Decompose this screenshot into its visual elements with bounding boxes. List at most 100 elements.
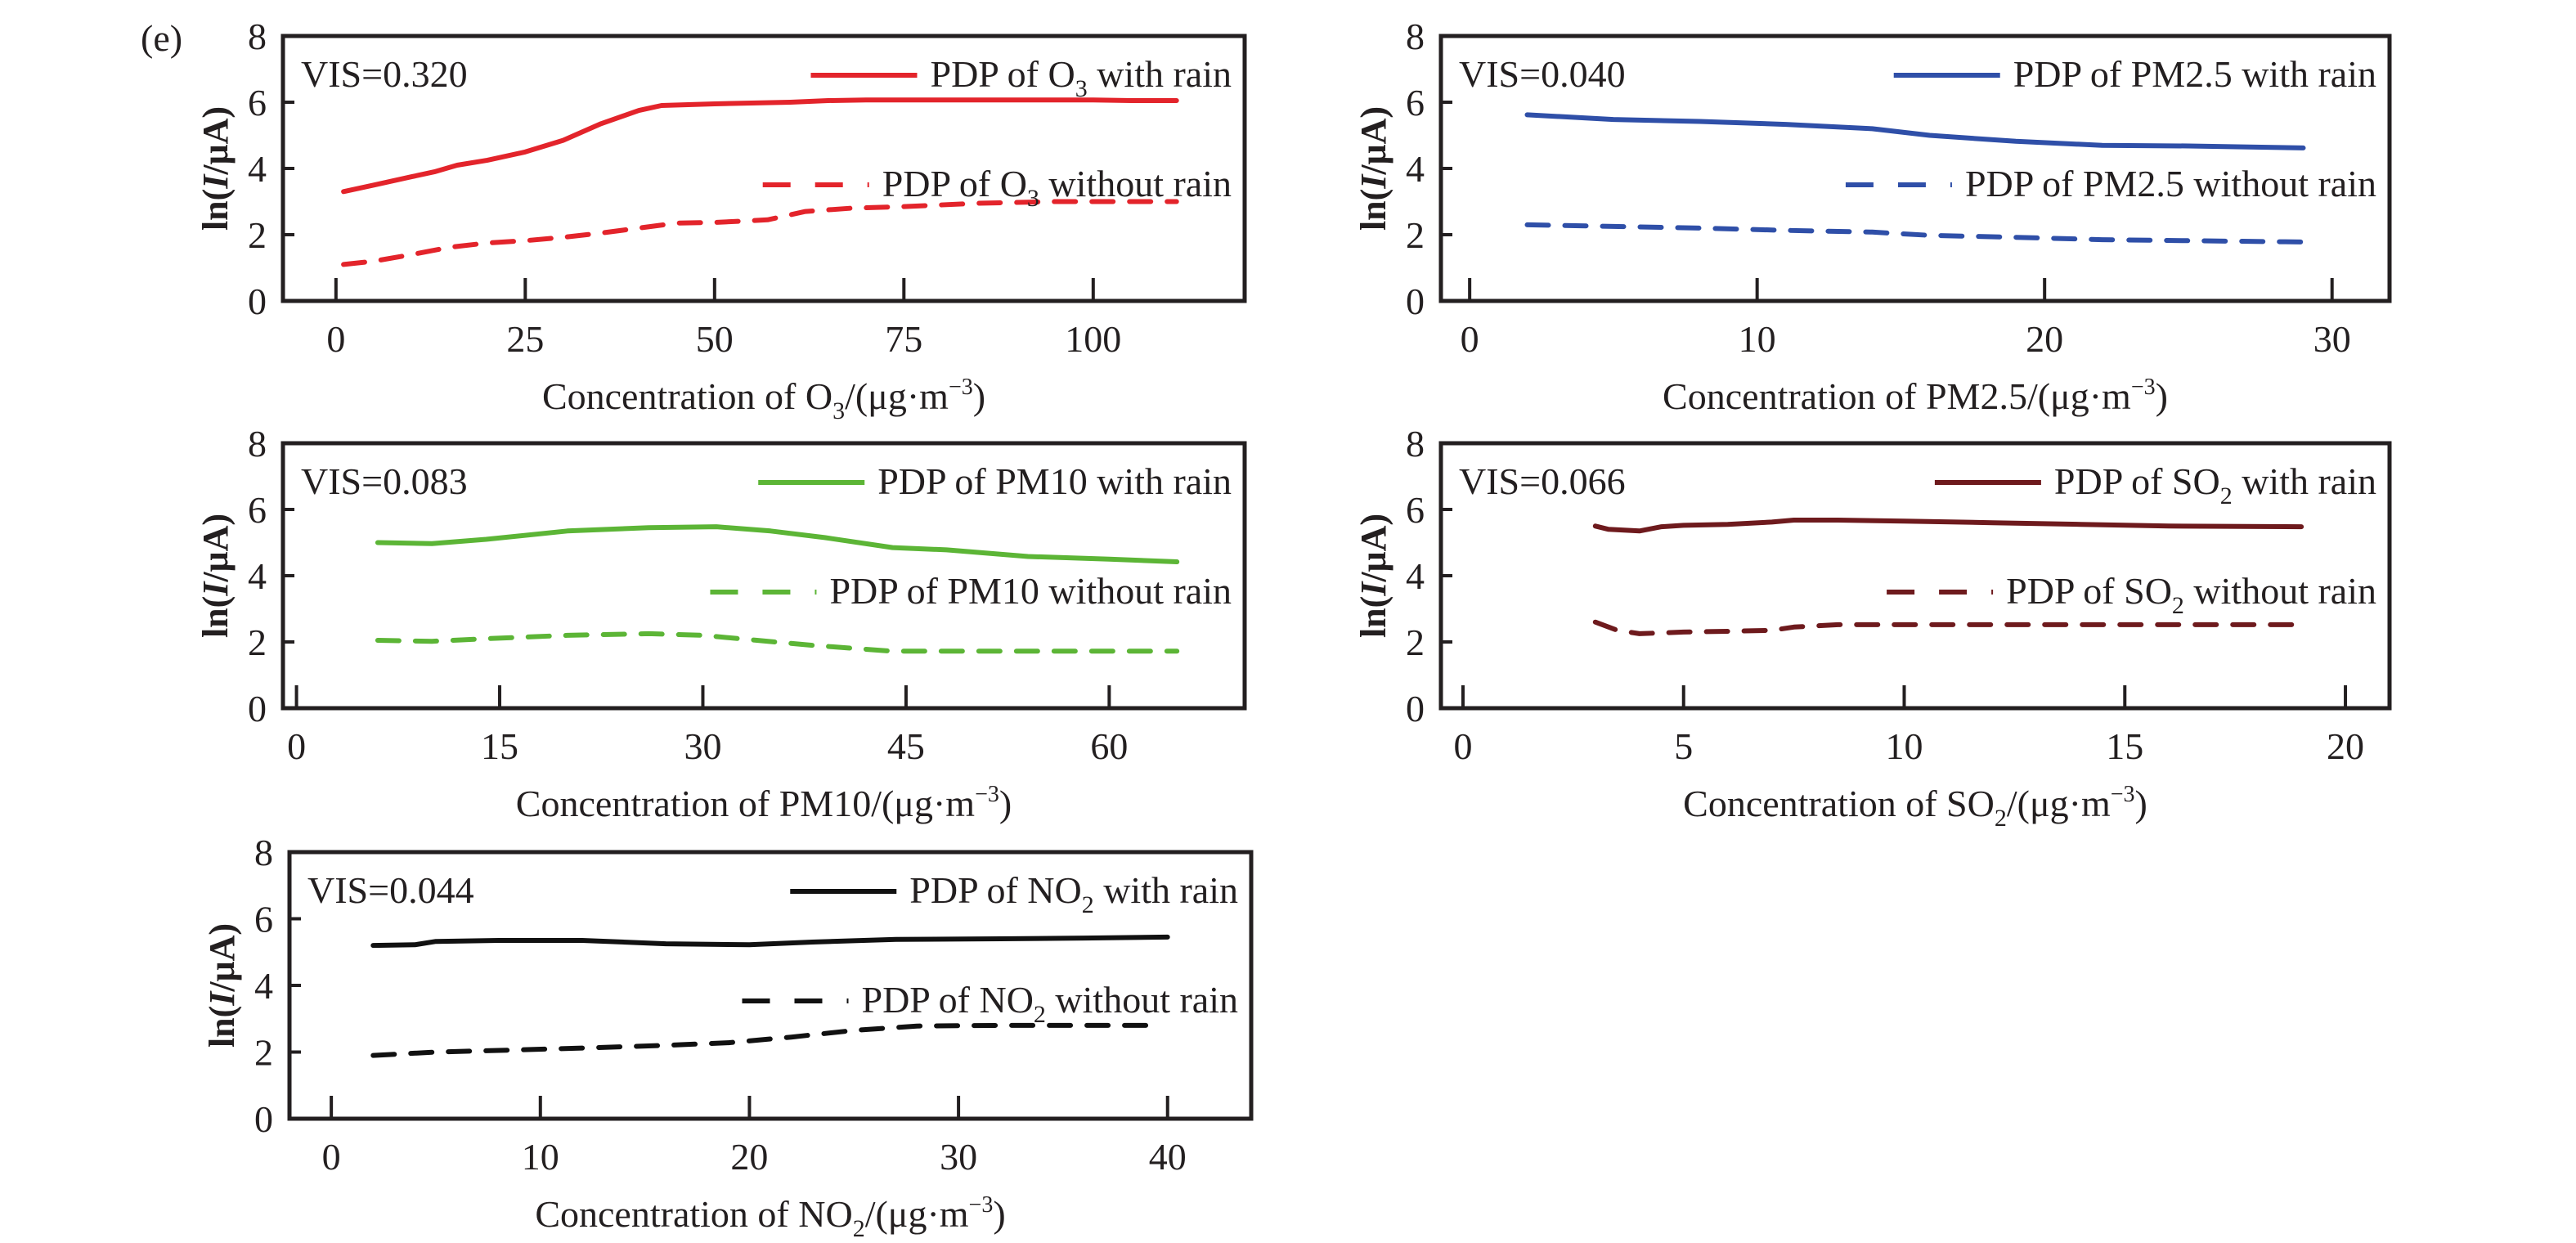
x-tick-label: 30 <box>940 1136 977 1178</box>
y-tick-label: 0 <box>254 1098 273 1140</box>
legend-item: PDP of PM10 with rain <box>758 460 1232 502</box>
x-tick-label: 10 <box>522 1136 559 1178</box>
y-tick-label: 0 <box>248 280 267 322</box>
legend-item: PDP of O3 without rain <box>762 163 1232 212</box>
y-tick-label: 4 <box>248 555 267 597</box>
series-line-without-rain <box>1592 619 2304 636</box>
series-line-with-rain <box>1592 518 2304 534</box>
x-tick-label: 10 <box>1886 725 1923 767</box>
legend-label: PDP of SO2 without rain <box>2006 570 2376 619</box>
y-tick-label: 4 <box>1406 555 1425 597</box>
x-axis-label: Concentration of PM10/(μg·m−3) <box>516 782 1012 824</box>
legend-label: PDP of PM2.5 with rain <box>2013 53 2376 95</box>
legend-label: PDP of SO2 with rain <box>2054 460 2376 509</box>
y-tick-label: 2 <box>1406 622 1425 663</box>
legend-label: PDP of PM2.5 without rain <box>1965 163 2376 204</box>
vis-annotation: VIS=0.040 <box>1459 53 1626 95</box>
legend-item: PDP of NO2 with rain <box>790 869 1238 918</box>
x-tick-label: 0 <box>1461 318 1479 360</box>
y-tick-label: 6 <box>254 899 273 940</box>
x-tick-label: 30 <box>2313 318 2351 360</box>
vis-annotation: VIS=0.320 <box>301 53 468 95</box>
subplot-so2: 0 2 4 6 8 0 5 10 15 20 ln(I/μA) Concentration of SO… <box>1353 423 2392 832</box>
series-line-without-rain <box>375 630 1180 654</box>
legend-item: PDP of PM2.5 with rain <box>1893 53 2376 95</box>
y-axis-label: ln(I/μA) <box>1353 106 1393 231</box>
subplot-o3: 0 2 4 6 8 0 25 50 75 100 ln(I/μA) Concentration of … <box>195 16 1247 424</box>
x-tick-label: 10 <box>1739 318 1776 360</box>
x-tick-label: 100 <box>1065 318 1121 360</box>
x-tick-label: 40 <box>1149 1136 1187 1178</box>
subplot-no2: 0 2 4 6 8 0 10 20 30 40 ln(I/μA) Concentration of N… <box>202 832 1254 1242</box>
legend-item: PDP of SO2 without rain <box>1887 570 2376 619</box>
series-line-with-rain <box>1524 112 2306 150</box>
y-tick-label: 4 <box>254 965 273 1007</box>
x-tick-label: 25 <box>506 318 544 360</box>
x-tick-label: 0 <box>326 318 345 360</box>
y-tick-label: 2 <box>248 214 267 256</box>
legend-label: PDP of O3 without rain <box>882 163 1232 212</box>
y-tick-label: 0 <box>1406 688 1425 729</box>
series-line-with-rain <box>370 934 1170 949</box>
x-tick-label: 60 <box>1090 725 1128 767</box>
legend-item: PDP of SO2 with rain <box>1934 460 2376 509</box>
y-tick-label: 6 <box>248 489 267 531</box>
x-axis-label: Concentration of O3/(μg·m−3) <box>542 375 985 424</box>
y-tick-label: 8 <box>248 423 267 464</box>
x-tick-label: 0 <box>322 1136 341 1178</box>
legend-label: PDP of PM10 with rain <box>877 460 1232 502</box>
vis-annotation: VIS=0.044 <box>307 869 474 911</box>
series-line-without-rain <box>1524 222 2306 245</box>
x-tick-label: 50 <box>696 318 734 360</box>
y-axis-label: ln(I/μA) <box>202 923 242 1048</box>
legend-item: PDP of O3 with rain <box>810 53 1232 102</box>
legend-item: PDP of PM2.5 without rain <box>1845 163 2376 204</box>
y-tick-label: 2 <box>248 622 267 663</box>
panel-label: (e) <box>141 17 182 59</box>
x-axis-label: Concentration of NO2/(μg·m−3) <box>535 1192 1005 1242</box>
x-tick-label: 20 <box>2327 725 2364 767</box>
y-tick-label: 0 <box>248 688 267 729</box>
y-axis-label: ln(I/μA) <box>195 514 236 638</box>
x-tick-label: 0 <box>1453 725 1472 767</box>
x-tick-label: 5 <box>1674 725 1693 767</box>
y-tick-label: 4 <box>1406 148 1425 190</box>
y-axis-label: ln(I/μA) <box>1353 514 1393 638</box>
vis-annotation: VIS=0.083 <box>301 460 468 502</box>
x-tick-label: 15 <box>481 725 518 767</box>
y-tick-label: 2 <box>254 1032 273 1074</box>
legend-label: PDP of NO2 without rain <box>861 979 1238 1028</box>
series-line-with-rain <box>375 524 1180 564</box>
vis-annotation: VIS=0.066 <box>1459 460 1626 502</box>
legend-label: PDP of O3 with rain <box>930 53 1232 102</box>
y-tick-label: 8 <box>1406 16 1425 57</box>
x-tick-label: 75 <box>885 318 922 360</box>
x-axis-label: Concentration of SO2/(μg·m−3) <box>1683 782 2147 832</box>
x-tick-label: 15 <box>2106 725 2143 767</box>
y-tick-label: 6 <box>1406 82 1425 123</box>
x-tick-label: 20 <box>2026 318 2063 360</box>
y-tick-label: 8 <box>1406 423 1425 464</box>
x-tick-label: 20 <box>730 1136 768 1178</box>
y-tick-label: 0 <box>1406 280 1425 322</box>
x-tick-label: 30 <box>684 725 721 767</box>
x-axis-label: Concentration of PM2.5/(μg·m−3) <box>1663 375 2168 417</box>
legend-item: PDP of NO2 without rain <box>742 979 1238 1028</box>
series-line-without-rain <box>341 199 1179 267</box>
y-tick-label: 8 <box>254 832 273 873</box>
x-tick-label: 0 <box>287 725 306 767</box>
y-tick-label: 6 <box>248 82 267 123</box>
y-tick-label: 8 <box>248 16 267 57</box>
series-line-without-rain <box>370 1022 1150 1058</box>
legend-item: PDP of PM10 without rain <box>710 570 1232 612</box>
y-tick-label: 6 <box>1406 489 1425 531</box>
subplot-pm10: 0 2 4 6 8 0 15 30 45 60 ln(I/μA) Concentration of P… <box>195 423 1247 824</box>
y-tick-label: 4 <box>248 148 267 190</box>
x-tick-label: 45 <box>887 725 925 767</box>
series-line-with-rain <box>341 97 1179 195</box>
y-axis-label: ln(I/μA) <box>195 106 236 231</box>
legend-label: PDP of NO2 with rain <box>909 869 1238 918</box>
subplot-pm25: 0 2 4 6 8 0 10 20 30 ln(I/μA) Concentration of PM2… <box>1353 16 2392 417</box>
y-tick-label: 2 <box>1406 214 1425 256</box>
